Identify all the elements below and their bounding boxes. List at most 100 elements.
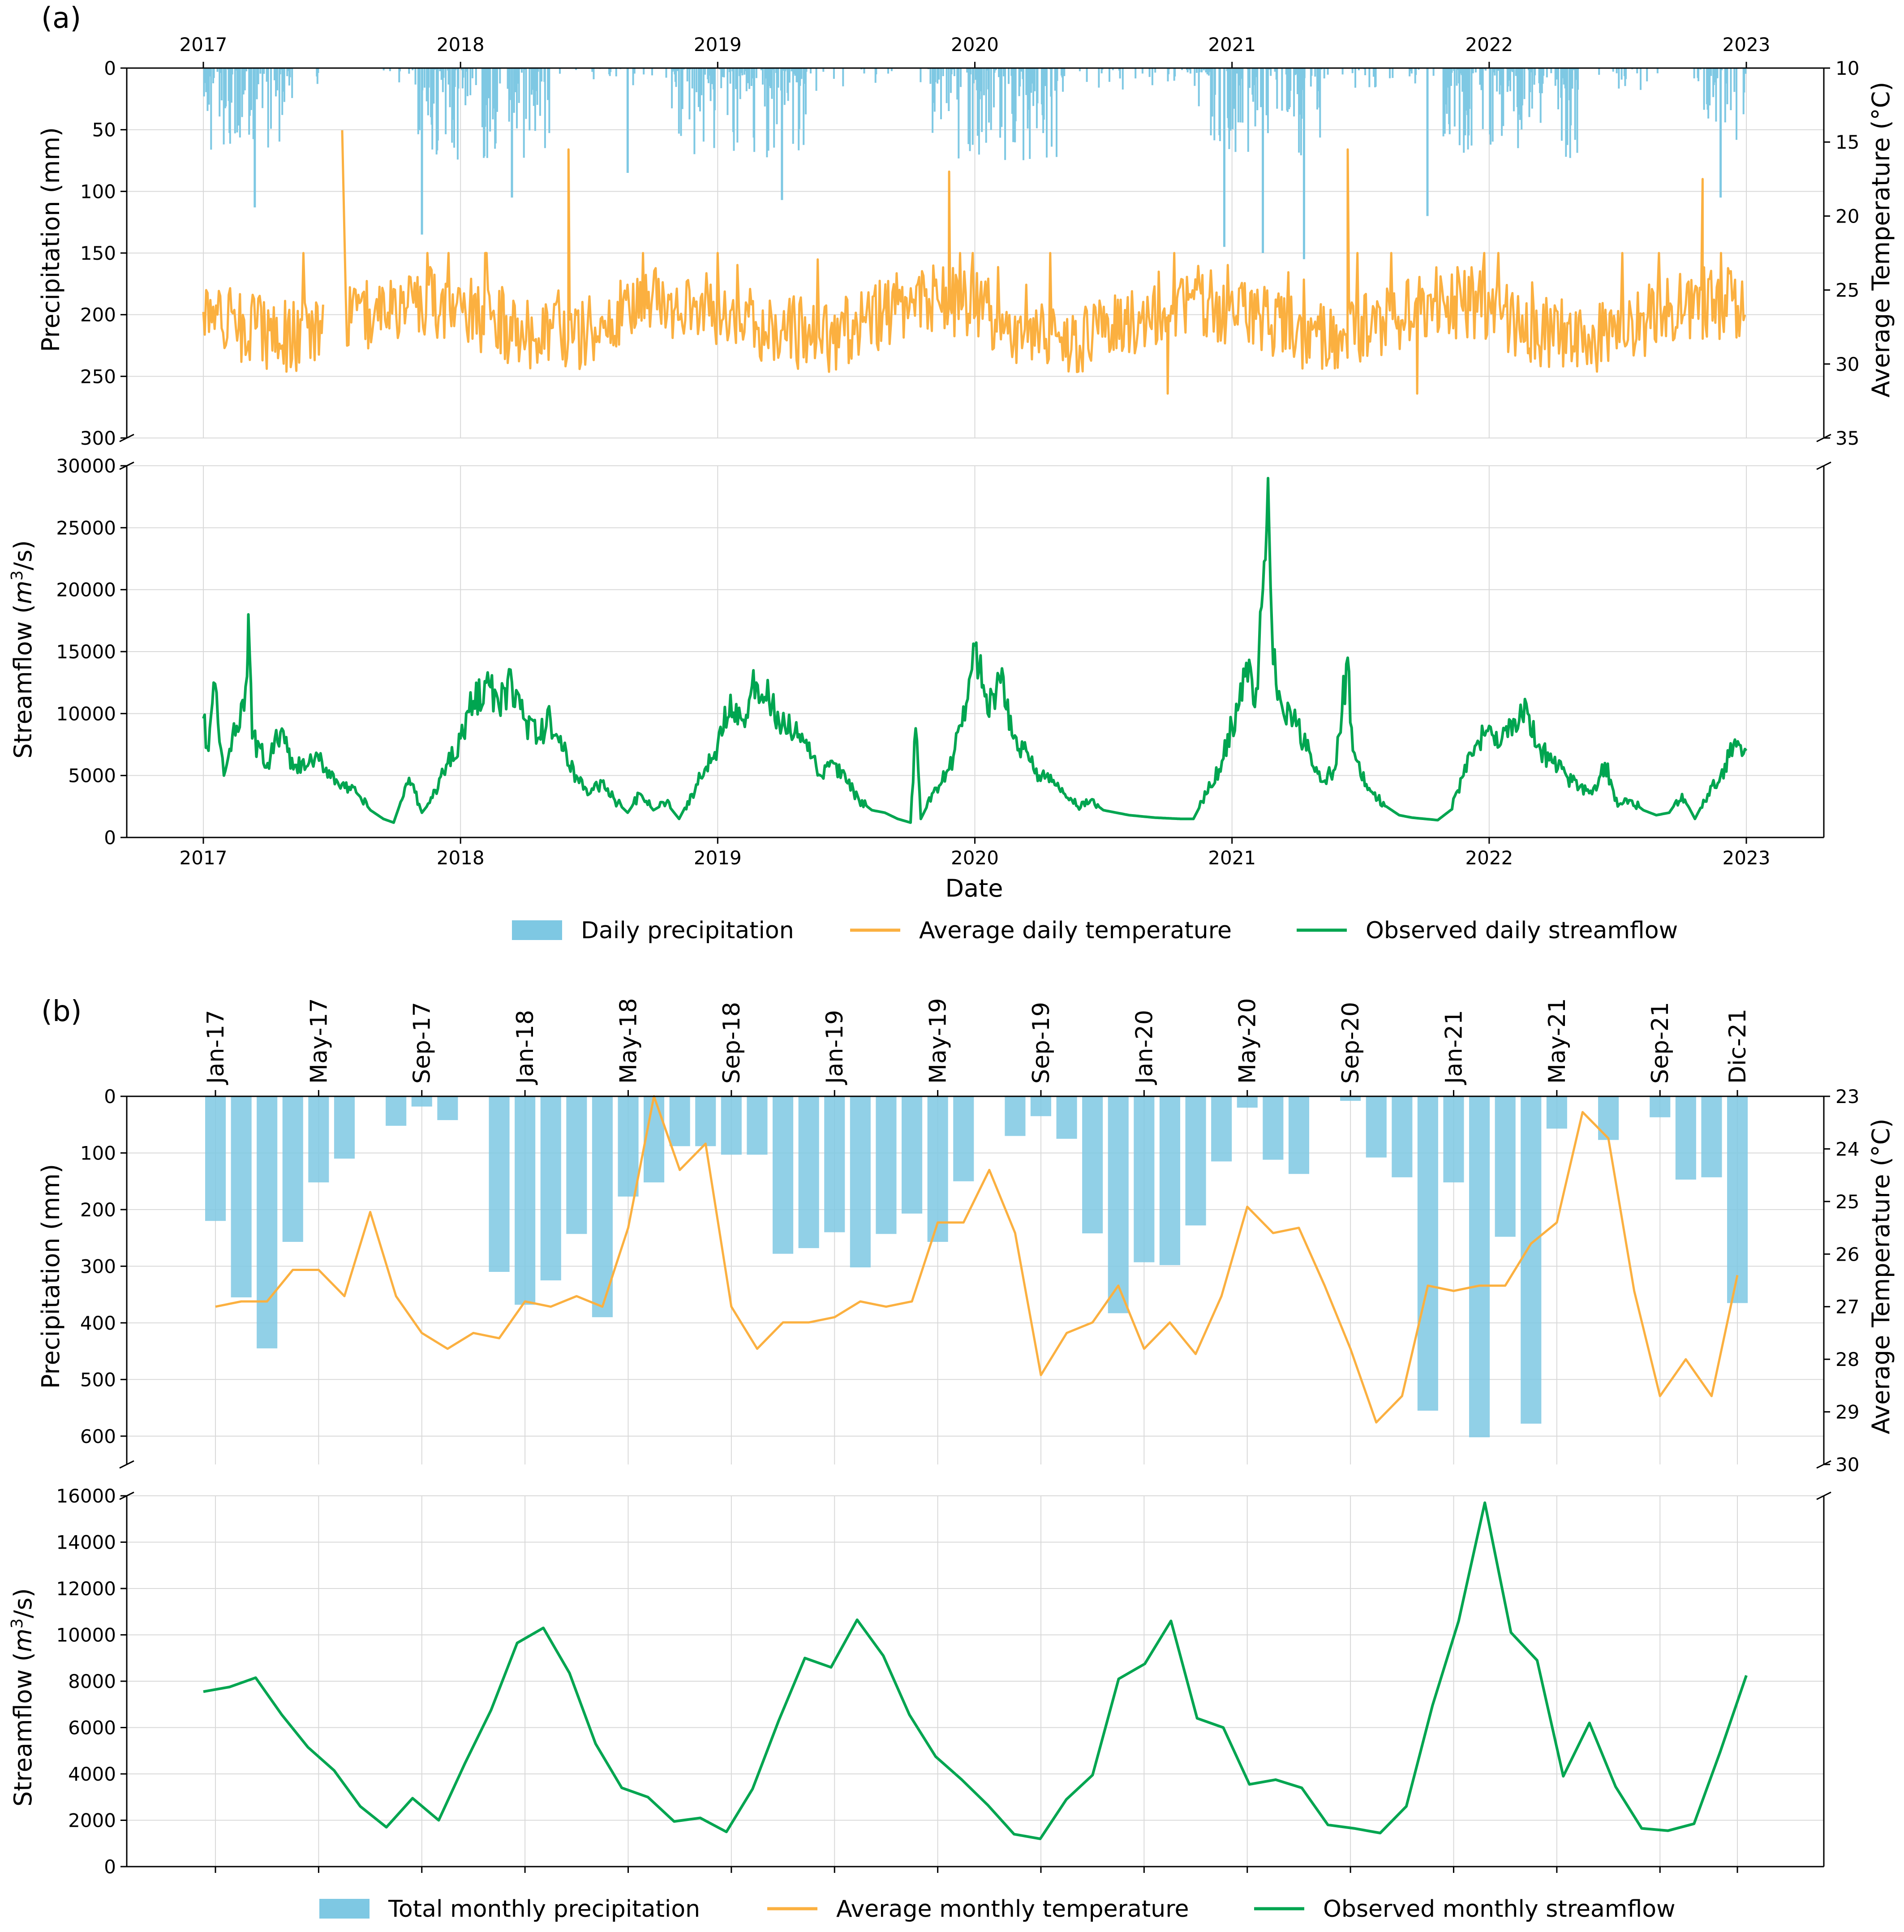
precipitation-bar (747, 1096, 768, 1155)
precipitation-bar (618, 1096, 639, 1197)
precipitation-bar (850, 1096, 871, 1267)
precipitation-bar (1675, 1096, 1696, 1180)
precipitation-bar (1288, 1096, 1309, 1174)
panel-b-legend: Total monthly precipitation Average month… (319, 1896, 1676, 1923)
streamflow-tick-label: 25000 (56, 517, 116, 539)
top-year-label: 2023 (1723, 34, 1771, 56)
precipitation-bar (1598, 1096, 1619, 1140)
month-tick-label: Jan-20 (1131, 1010, 1158, 1085)
monthly-temperature-series (215, 1095, 1739, 1424)
panel-a-precip-ylabel: Precipitation (mm) (37, 127, 65, 352)
precipitation-bar (876, 1096, 897, 1234)
panel-b: (b) 01002003004005006002324252627282930J… (8, 995, 1895, 1923)
axis-break-mark (1816, 434, 1831, 442)
panel-b-bottom-axes: 0 2000 4000 6000 8000 10000 12000 14000 16000 (56, 1485, 1831, 1878)
legend-label: Daily precipitation (581, 917, 794, 944)
precipitation-bar (695, 1096, 716, 1146)
daily-temperature-series (202, 130, 1746, 395)
precip-tick-label: 600 (80, 1425, 116, 1447)
streamflow-tick-label: 5000 (68, 765, 116, 787)
precip-tick-label: 200 (80, 304, 116, 326)
axis-break-mark (119, 434, 134, 442)
streamflow-tick-label: 10000 (56, 1624, 116, 1646)
precipitation-bar (721, 1096, 742, 1155)
panel-a-streamflow-ylabel: Streamflow (m3/s) (8, 540, 38, 759)
precipitation-bar (1082, 1096, 1103, 1233)
precipitation-bar (1701, 1096, 1722, 1177)
top-year-label: 2022 (1465, 34, 1513, 56)
top-year-label: 2020 (951, 34, 999, 56)
panel-b-streamflow-ylabel: Streamflow (m3/s) (8, 1588, 38, 1807)
precipitation-bar (1005, 1096, 1026, 1136)
panel-b-temp-ylabel: Average Temperature (°C) (1867, 1119, 1895, 1434)
panel-a-top-axes: 0 50 100 150 200 250 300 10 15 20 25 30 35 2017 2018 20… (80, 34, 1860, 449)
precipitation-bar (1108, 1096, 1129, 1314)
axis-break-mark (1816, 1491, 1831, 1500)
precipitation-bar (1134, 1096, 1155, 1262)
legend-label: Observed daily streamflow (1366, 917, 1678, 944)
streamflow-ylabel-base: Streamflow ( (9, 1652, 37, 1807)
temp-tick-label: 35 (1835, 427, 1859, 449)
month-tick-label: Sep-18 (718, 1002, 745, 1084)
temperature-line (215, 1095, 1739, 1424)
year-tick-label: 2019 (694, 847, 742, 869)
streamflow-tick-label: 4000 (68, 1763, 116, 1785)
daily-streamflow-series (202, 477, 1748, 824)
precip-tick-label: 50 (92, 119, 116, 141)
precipitation-bar (540, 1096, 561, 1280)
panel-b-top-axes: 0 100 200 300 400 500 600 23 24 25 26 27 28 29 30 Jan-1… (80, 998, 1860, 1476)
precipitation-bar (1392, 1096, 1413, 1177)
axis-break-mark (1816, 461, 1831, 470)
precipitation-bar (1056, 1096, 1077, 1139)
precip-tick-label: 300 (80, 427, 116, 449)
top-year-label: 2017 (180, 34, 228, 56)
temp-tick-label: 26 (1835, 1243, 1859, 1265)
streamflow-tick-label: 6000 (68, 1717, 116, 1739)
month-tick-label: Sep-20 (1337, 1002, 1364, 1084)
precipitation-bar (1521, 1096, 1542, 1424)
precipitation-bar (386, 1096, 407, 1126)
streamflow-ylabel-exp: 3 (8, 571, 26, 581)
temperature-line (202, 252, 324, 373)
streamflow-tick-label: 0 (104, 1856, 116, 1878)
year-tick-label: 2022 (1465, 847, 1513, 869)
precipitation-bar (1417, 1096, 1438, 1411)
top-year-label: 2021 (1208, 34, 1256, 56)
year-tick-label: 2017 (180, 847, 228, 869)
precip-tick-label: 0 (104, 1086, 116, 1108)
precipitation-bar (773, 1096, 794, 1254)
streamflow-line (203, 1501, 1748, 1840)
precipitation-bars (203, 68, 1747, 160)
monthly-streamflow-series (203, 1501, 1748, 1840)
precipitation-bar (1340, 1096, 1361, 1101)
precipitation-bar (1211, 1096, 1232, 1162)
streamflow-tick-label: 10000 (56, 703, 116, 725)
month-tick-label: Jan-18 (512, 1010, 539, 1085)
legend-swatch-patch (319, 1899, 370, 1919)
year-tick-label: 2020 (951, 847, 999, 869)
legend-swatch-patch (512, 920, 562, 940)
month-tick-label: May-19 (925, 998, 952, 1084)
axis-break-mark (119, 1460, 134, 1469)
streamflow-tick-label: 30000 (56, 455, 116, 477)
precipitation-bar (1366, 1096, 1387, 1158)
temp-tick-label: 20 (1835, 205, 1859, 227)
streamflow-tick-label: 0 (104, 827, 116, 849)
streamflow-ylabel-tail: /s) (9, 1588, 37, 1618)
legend-label: Average monthly temperature (836, 1896, 1189, 1923)
axis-break-mark (1816, 1460, 1831, 1469)
temp-tick-label: 25 (1835, 1191, 1859, 1213)
temp-tick-label: 25 (1835, 279, 1859, 301)
precipitation-bar (1650, 1096, 1671, 1117)
year-tick-label: 2018 (437, 847, 485, 869)
precipitation-bar (437, 1096, 458, 1121)
month-tick-label: May-21 (1544, 998, 1571, 1084)
top-year-label: 2019 (694, 34, 742, 56)
precip-tick-label: 100 (80, 180, 116, 202)
panel-b-precip-ylabel: Precipitation (mm) (37, 1164, 65, 1389)
precip-tick-label: 500 (80, 1369, 116, 1391)
legend-label: Total monthly precipitation (388, 1896, 700, 1923)
precipitation-bar (308, 1096, 329, 1183)
streamflow-tick-label: 8000 (68, 1670, 116, 1692)
